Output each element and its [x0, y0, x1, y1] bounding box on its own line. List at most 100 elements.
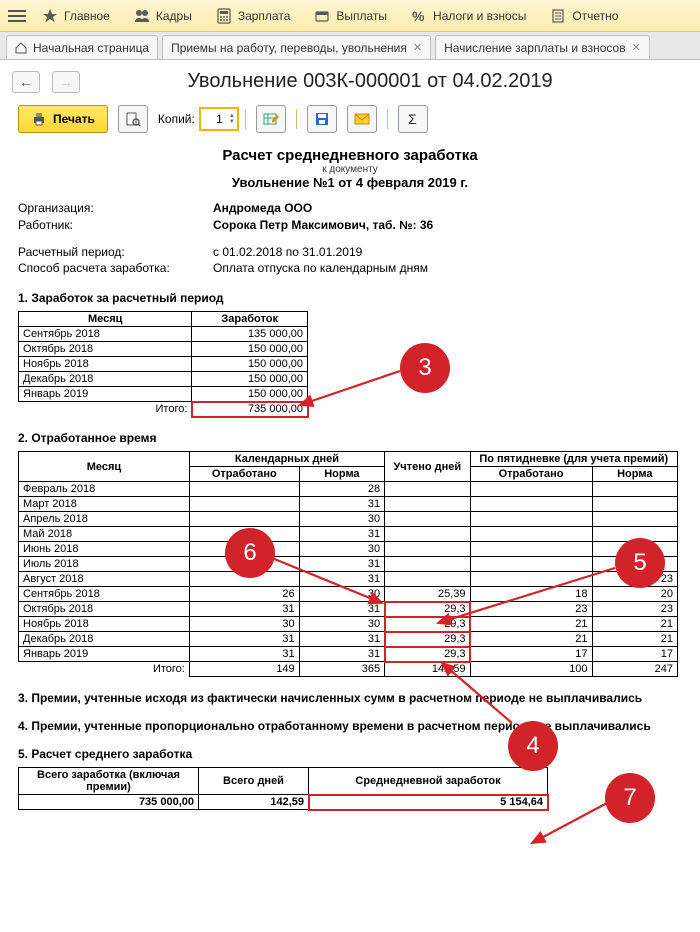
- close-icon[interactable]: ✕: [413, 41, 422, 54]
- total-used: 142,59: [385, 662, 470, 677]
- table-cell: [470, 482, 592, 497]
- table-cell: Август 2018: [19, 572, 190, 587]
- home-icon: [15, 42, 27, 54]
- callout-3: 3: [400, 343, 450, 393]
- table-cell: [470, 572, 592, 587]
- section5-title: 5. Расчет среднего заработка: [18, 747, 682, 761]
- preview-button[interactable]: [118, 105, 148, 133]
- table-cell: 17: [592, 647, 677, 662]
- tab-label: Приемы на работу, переводы, увольнения: [171, 41, 407, 55]
- org-row: Организация: Андромеда ООО: [18, 200, 682, 217]
- table-cell: Ноябрь 2018: [19, 357, 192, 372]
- nav-row: ← → Увольнение 003К-000001 от 04.02.2019: [0, 60, 700, 99]
- table-cell: 21: [592, 617, 677, 632]
- table-cell: 150 000,00: [192, 372, 308, 387]
- table-cell: [189, 497, 299, 512]
- menu-otchet[interactable]: Отчетно: [538, 0, 630, 31]
- table-cell: 31: [299, 497, 384, 512]
- table-cell: Сентябрь 2018: [19, 587, 190, 602]
- table-cell: Декабрь 2018: [19, 372, 192, 387]
- svg-text:Σ: Σ: [408, 111, 417, 127]
- callout-5: 5: [615, 538, 665, 588]
- doc-title: Расчет среднедневного заработка: [18, 145, 682, 164]
- report-icon: [550, 8, 566, 24]
- col-norm: Норма: [299, 467, 384, 482]
- table-cell: 31: [299, 557, 384, 572]
- col-month: Месяц: [19, 452, 190, 482]
- table-cell: 31: [189, 602, 299, 617]
- table-cell: 30: [299, 617, 384, 632]
- val-total-days: 142,59: [199, 795, 309, 810]
- table-cell: [385, 512, 470, 527]
- table-cell: 31: [189, 632, 299, 647]
- table-cell: [470, 512, 592, 527]
- col-used: Учтено дней: [385, 452, 470, 482]
- close-icon[interactable]: ✕: [632, 41, 641, 54]
- table-cell: 31: [189, 647, 299, 662]
- table-cell: Апрель 2018: [19, 512, 190, 527]
- table-cell: 29,3: [385, 617, 470, 632]
- col-calendar: Календарных дней: [189, 452, 384, 467]
- save-button[interactable]: [307, 105, 337, 133]
- table-cell: [189, 512, 299, 527]
- menu-main[interactable]: Главное: [30, 0, 122, 31]
- col-total-days: Всего дней: [199, 768, 309, 795]
- calc-icon: [216, 8, 232, 24]
- total-label: Итого:: [19, 662, 190, 677]
- table-cell: 21: [592, 632, 677, 647]
- nav-back-button[interactable]: ←: [12, 71, 40, 93]
- menu-zarplata[interactable]: Зарплата: [204, 0, 303, 31]
- table-cell: 18: [470, 587, 592, 602]
- method-value: Оплата отпуска по календарным дням: [213, 260, 428, 277]
- toolbar: Печать Копий: ▲▼ Σ: [0, 99, 700, 143]
- col-five: По пятидневке (для учета премий): [470, 452, 677, 467]
- table-cell: Февраль 2018: [19, 482, 190, 497]
- val-avg: 5 154,64: [309, 795, 548, 810]
- menu-kadry[interactable]: Кадры: [122, 0, 204, 31]
- table-cell: 31: [299, 527, 384, 542]
- menu-label: Отчетно: [572, 9, 618, 23]
- method-label: Способ расчета заработка:: [18, 260, 213, 277]
- copies-control: Копий: ▲▼: [158, 107, 235, 131]
- table-cell: 21: [470, 632, 592, 647]
- document-body: Расчет среднедневного заработка к докуме…: [0, 143, 700, 840]
- doc-subtitle: к документу: [18, 164, 682, 175]
- table-cell: Июль 2018: [19, 557, 190, 572]
- tab-home[interactable]: Начальная страница: [6, 35, 158, 59]
- nav-forward-button[interactable]: →: [52, 71, 80, 93]
- menu-nalogi[interactable]: % Налоги и взносы: [399, 0, 538, 31]
- menu-label: Кадры: [156, 9, 192, 23]
- table-cell: 28: [299, 482, 384, 497]
- tab-priemy[interactable]: Приемы на работу, переводы, увольнения ✕: [162, 35, 431, 59]
- val-total-earn: 735 000,00: [19, 795, 199, 810]
- emp-label: Работник:: [18, 217, 213, 234]
- tab-nachislenie[interactable]: Начисление зарплаты и взносов ✕: [435, 35, 650, 59]
- wallet-icon: [314, 8, 330, 24]
- menu-label: Главное: [64, 9, 110, 23]
- menu-vyplaty[interactable]: Выплаты: [302, 0, 399, 31]
- period-value: с 01.02.2018 по 31.01.2019: [213, 244, 362, 261]
- table-cell: 20: [592, 587, 677, 602]
- table-cell: 150 000,00: [192, 357, 308, 372]
- table-cell: Июнь 2018: [19, 542, 190, 557]
- table-cell: [470, 527, 592, 542]
- mail-icon: [354, 111, 370, 127]
- doc-subtitle2: Увольнение №1 от 4 февраля 2019 г.: [18, 175, 682, 190]
- callout-6: 6: [225, 528, 275, 578]
- percent-icon: %: [411, 8, 427, 24]
- section2-title: 2. Отработанное время: [18, 431, 682, 445]
- email-button[interactable]: [347, 105, 377, 133]
- emp-row: Работник: Сорока Петр Максимович, таб. №…: [18, 217, 682, 234]
- copies-spinner[interactable]: ▲▼: [229, 113, 235, 125]
- table-cell: [470, 497, 592, 512]
- hamburger-icon[interactable]: [4, 4, 30, 28]
- edit-button[interactable]: [256, 105, 286, 133]
- table-cell: 30: [299, 587, 384, 602]
- table-cell: 29,3: [385, 602, 470, 617]
- total-c1: 149: [189, 662, 299, 677]
- people-icon: [134, 8, 150, 24]
- separator: [245, 109, 246, 129]
- save-icon: [314, 111, 330, 127]
- sum-button[interactable]: Σ: [398, 105, 428, 133]
- print-button[interactable]: Печать: [18, 105, 108, 133]
